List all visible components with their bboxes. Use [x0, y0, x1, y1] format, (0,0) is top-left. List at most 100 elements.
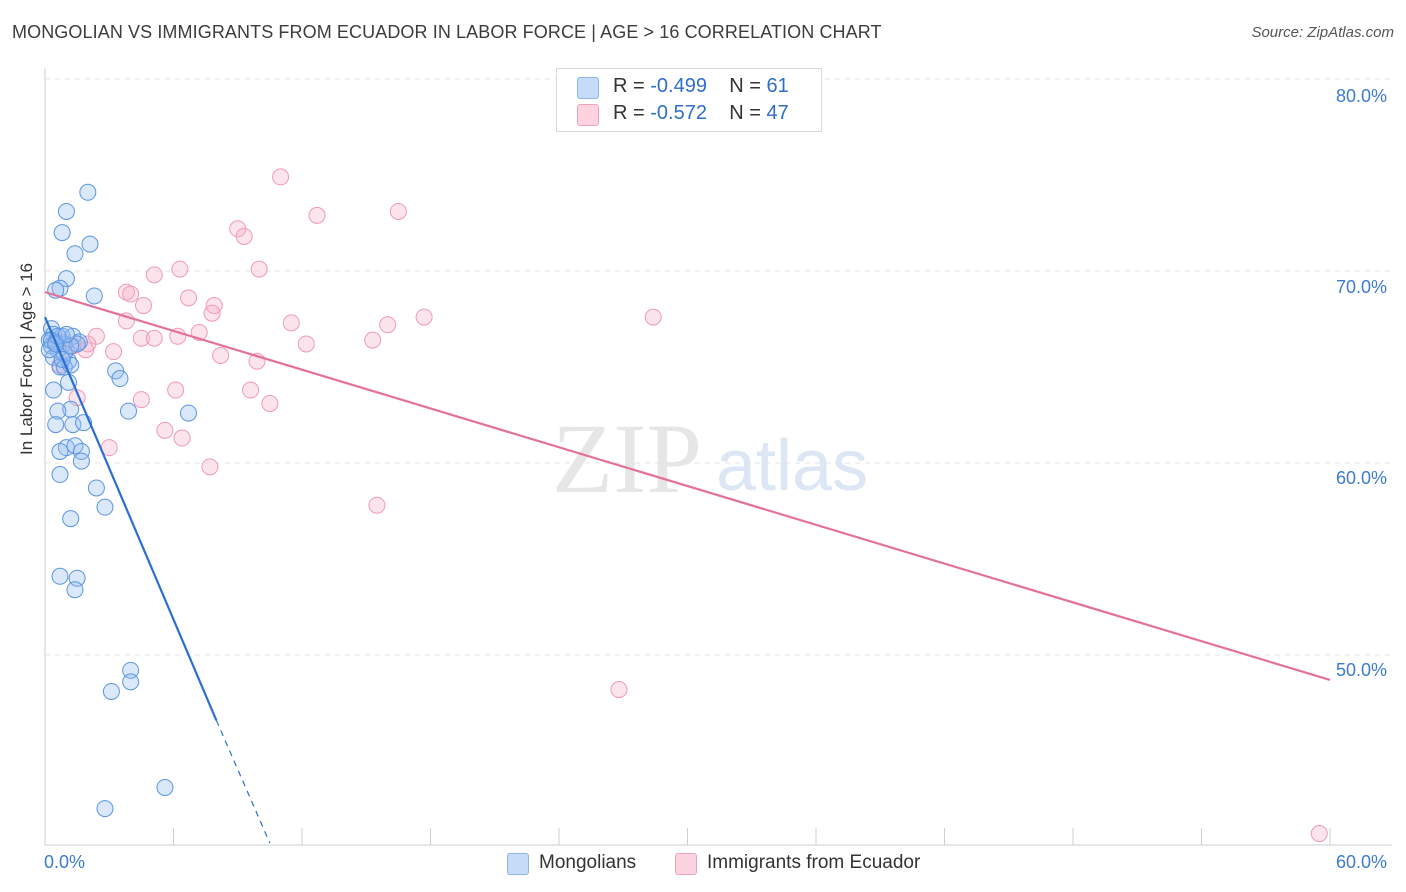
point-mongolian [47, 416, 65, 434]
point-ecuador [132, 329, 150, 347]
point-ecuador [282, 314, 300, 332]
point-ecuador [242, 381, 260, 399]
point-mongolian [96, 498, 114, 516]
source-label: Source: ZipAtlas.com [1251, 24, 1394, 41]
point-mongolian [40, 341, 58, 359]
trend-mongolians [43, 316, 218, 721]
trend-lines [43, 291, 1331, 844]
y-tick-60: 60.0% [1336, 468, 1388, 488]
point-ecuador [201, 458, 219, 476]
point-ecuador [156, 421, 174, 439]
point-mongolian [57, 202, 75, 220]
point-mongolian [53, 224, 71, 242]
y-axis-label: In Labor Force | Age > 16 [17, 262, 36, 455]
point-ecuador [173, 429, 191, 447]
stats-legend: R = -0.499 N = 61 R = -0.572 N = 47 [556, 68, 822, 132]
point-ecuador [610, 681, 628, 699]
point-mongolian [66, 245, 84, 263]
point-mongolian [66, 581, 84, 599]
point-mongolian [96, 800, 114, 818]
point-ecuador [368, 496, 386, 514]
trend-mongolians-extension [215, 720, 271, 844]
point-mongolian [122, 661, 140, 679]
point-ecuador [179, 289, 197, 307]
grid-lines [45, 78, 1392, 656]
legend-swatch-blue [577, 77, 599, 99]
point-ecuador [167, 381, 185, 399]
point-mongolian [51, 567, 69, 585]
point-ecuador [105, 343, 123, 361]
point-ecuador [135, 297, 153, 315]
point-ecuador [145, 266, 163, 284]
point-mongolian [49, 402, 67, 420]
point-ecuador [171, 260, 189, 278]
point-ecuador [308, 206, 326, 224]
point-mongolian [70, 333, 88, 351]
point-mongolian [85, 287, 103, 305]
point-mongolian [107, 362, 125, 380]
trend-ecuador [44, 291, 1331, 682]
legend-swatch-pink [675, 853, 697, 875]
point-ecuador [250, 260, 268, 278]
point-mongolian [57, 325, 75, 343]
r-label: R = [613, 102, 645, 124]
point-ecuador [117, 283, 135, 301]
point-mongolian [68, 335, 86, 353]
y-tick-50: 50.0% [1336, 660, 1388, 680]
point-ecuador [272, 168, 290, 186]
n-value: 61 [766, 75, 789, 97]
point-ecuador [389, 202, 407, 220]
point-mongolian [66, 437, 84, 455]
axes [44, 68, 1392, 846]
r-label: R = [613, 75, 645, 97]
x-tick-0: 0.0% [44, 852, 86, 872]
point-mongolian [120, 402, 138, 420]
watermark-atlas: atlas [716, 426, 868, 506]
chart-title: MONGOLIAN VS IMMIGRANTS FROM ECUADOR IN … [12, 22, 882, 42]
point-ecuador [145, 329, 163, 347]
point-mongolian [72, 442, 90, 460]
point-mongolian [81, 235, 99, 253]
legend-label: Immigrants from Ecuador [707, 852, 921, 873]
point-mongolian [57, 270, 75, 288]
legend-swatch-pink [577, 104, 599, 126]
point-mongolian [51, 466, 69, 484]
point-ecuador [644, 308, 662, 326]
point-mongolian [179, 404, 197, 422]
point-ecuador [122, 285, 140, 303]
point-mongolian [111, 370, 129, 388]
point-mongolian [64, 416, 82, 434]
point-mongolian [51, 442, 69, 460]
point-ecuador [297, 335, 315, 353]
watermark-zip: ZIP [552, 403, 702, 514]
n-label: N = [729, 102, 761, 124]
watermark: ZIP atlas [552, 403, 868, 514]
point-mongolian [122, 673, 140, 691]
point-mongolian [87, 479, 105, 497]
point-mongolian [102, 682, 120, 700]
point-ecuador [379, 316, 397, 334]
point-mongolian [62, 510, 80, 528]
r-value: -0.499 [650, 75, 707, 97]
point-mongolian [45, 381, 63, 399]
point-mongolian [156, 778, 174, 796]
r-value: -0.572 [650, 102, 707, 124]
point-ecuador [415, 308, 433, 326]
x-tick-60: 60.0% [1336, 852, 1388, 872]
legend-label: Mongolians [539, 852, 637, 873]
point-ecuador [261, 394, 279, 412]
legend-swatch-blue [507, 853, 529, 875]
point-ecuador [235, 227, 253, 245]
point-ecuador [1310, 825, 1328, 843]
point-ecuador [212, 346, 230, 364]
n-value: 47 [766, 102, 789, 124]
point-ecuador [132, 391, 150, 409]
y-tick-70: 70.0% [1336, 277, 1388, 297]
point-ecuador [364, 331, 382, 349]
point-mongolian [72, 452, 90, 470]
y-tick-80: 80.0% [1336, 86, 1388, 106]
point-ecuador [203, 304, 221, 322]
point-mongolian [79, 183, 97, 201]
n-label: N = [729, 75, 761, 97]
